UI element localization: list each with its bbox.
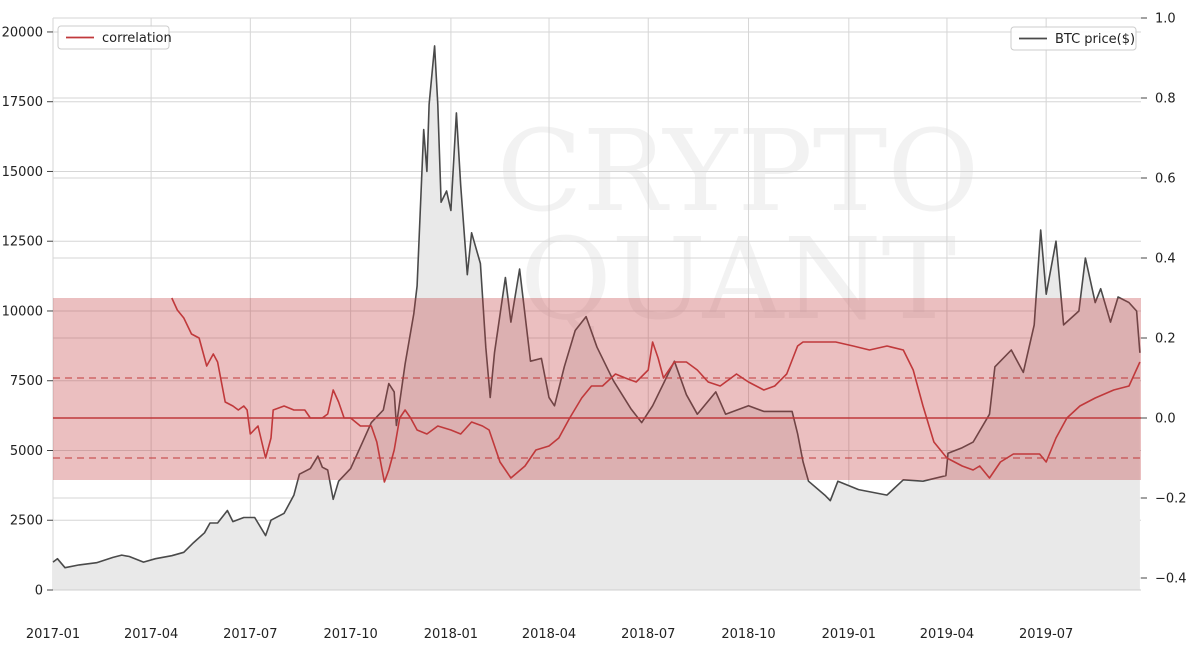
x-tick-label: 2018-04	[522, 627, 576, 642]
x-tick-label: 2017-04	[124, 627, 178, 642]
legend-correlation-box	[57, 25, 170, 50]
y-right-tick-label: 0.0	[1155, 412, 1176, 427]
correlation-band	[53, 298, 1141, 480]
y-left-tick-label: 7500	[10, 374, 43, 389]
y-right-tick-label: −0.2	[1155, 492, 1187, 507]
legend-btc-price-label: BTC price($)	[1055, 32, 1135, 47]
y-right-tick-label: 1.0	[1155, 12, 1176, 27]
watermark-text: CRYPTO	[497, 107, 979, 237]
x-tick-label: 2017-07	[223, 627, 277, 642]
watermark-text: QUANT	[520, 215, 956, 345]
x-tick-label: 2018-01	[424, 627, 478, 642]
price-area	[53, 45, 1140, 590]
legend-btc-price-box	[1010, 26, 1137, 51]
y-right-tick-label: 0.6	[1155, 172, 1176, 187]
legend-correlation-label: correlation	[102, 31, 172, 46]
y-right-tick-label: −0.4	[1155, 572, 1187, 587]
y-left-tick-label: 20000	[2, 25, 43, 40]
x-tick-label: 2019-07	[1019, 627, 1073, 642]
y-left-tick-label: 5000	[10, 444, 43, 459]
axes: 2017-01 2017-04 2017-07 2017-10 2018-01 2018-…	[2, 12, 1187, 643]
x-tick-label: 2017-01	[26, 627, 80, 642]
y-right-tick-label: 0.8	[1155, 92, 1176, 107]
price-line	[52, 45, 1141, 569]
legend-btc-price: BTC price($)	[1010, 26, 1137, 51]
y-left-tick-label: 17500	[2, 95, 43, 110]
y-left-tick-label: 10000	[2, 304, 43, 319]
x-tick-label: 2018-07	[621, 627, 675, 642]
y-left-tick-label: 12500	[2, 235, 43, 250]
x-tick-label: 2019-01	[822, 627, 876, 642]
y-left-tick-label: 0	[35, 584, 43, 599]
correlation-series	[171, 297, 1141, 483]
y-right-tick-label: 0.2	[1155, 332, 1176, 347]
price-series	[52, 45, 1141, 590]
y-left-tick-label: 15000	[2, 165, 43, 180]
x-tick-label: 2019-04	[920, 627, 974, 642]
legend-correlation: correlation	[57, 25, 172, 50]
x-tick-label: 2018-10	[721, 627, 775, 642]
y-right-tick-label: 0.4	[1155, 252, 1176, 267]
band-area	[53, 298, 1141, 480]
y-left-tick-label: 2500	[10, 514, 43, 529]
correlation-line	[171, 297, 1141, 483]
x-tick-label: 2017-10	[323, 627, 377, 642]
legends: correlation BTC price($)	[57, 25, 1137, 51]
